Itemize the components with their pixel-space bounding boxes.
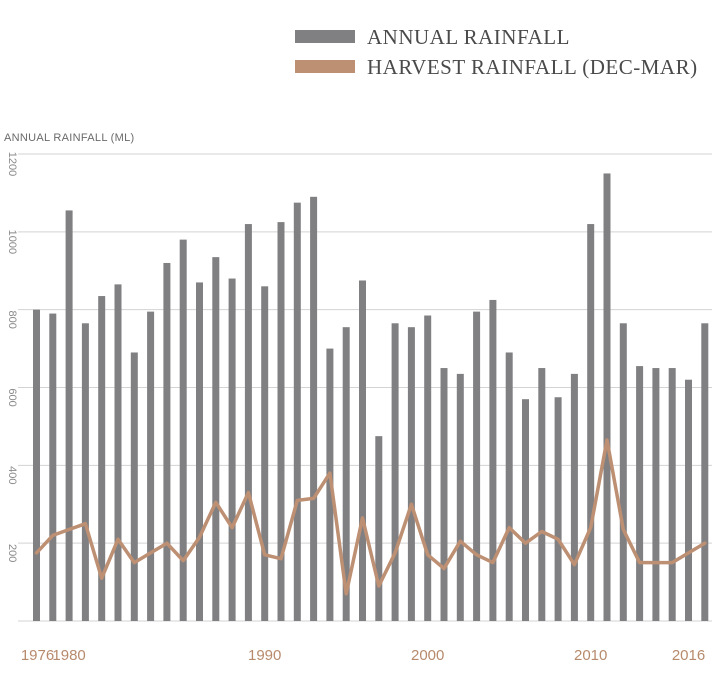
legend-label-harvest: HARVEST RAINFALL (DEC-MAR) [367,55,698,79]
bar [619,323,627,621]
bars [33,173,709,622]
bar [685,379,692,621]
bar [375,436,383,621]
y-tick-label: 1200 [6,152,18,176]
x-tick-label: 2000 [411,647,444,664]
bar [538,368,546,621]
bar [342,327,350,621]
bar [244,224,252,622]
harvest-line-path [34,438,707,596]
legend-swatch-annual [295,30,355,43]
bar [522,399,529,621]
bar [147,311,155,621]
bar [114,284,122,621]
x-tick-label: 1976 [21,647,54,664]
harvest-line [34,438,707,596]
bar [49,313,57,621]
bar [636,366,644,621]
bar [489,299,497,621]
bar [293,202,301,622]
bar [130,352,138,621]
bar [473,311,481,621]
bar [81,323,89,621]
bar [33,309,40,621]
bar [570,373,578,621]
bar [261,286,269,621]
bar [391,323,399,621]
bar [196,282,203,621]
bar [277,222,285,621]
bar [587,224,595,622]
bar [228,278,236,621]
bar [554,397,562,621]
bar [179,239,187,621]
bar [424,315,432,621]
bar [603,173,611,622]
bar [668,368,676,621]
y-tick-label: 200 [6,544,18,562]
y-tick-label: 800 [6,310,18,328]
bar [701,323,709,621]
bar [98,296,106,621]
bar [407,327,415,621]
bar [652,368,660,621]
bar [163,262,171,621]
bar [212,257,220,621]
bar [456,373,464,621]
y-tick-label: 600 [6,388,18,406]
bar [505,352,513,621]
y-tick-label: 1000 [6,230,18,254]
y-ticks: 200 400 600 800 1000 1200 [6,152,18,563]
legend: ANNUAL RAINFALL HARVEST RAINFALL (DEC-MA… [295,25,698,79]
x-tick-label: 1980 [52,647,85,664]
bar [65,210,73,621]
legend-swatch-harvest [295,60,355,73]
x-tick-label: 2010 [574,647,607,664]
x-tick-label: 1990 [248,647,281,664]
bar [310,196,318,621]
bar [440,368,448,621]
bar [359,280,366,621]
x-tick-label: 2016 [672,647,705,664]
y-tick-label: 400 [6,466,18,484]
legend-label-annual: ANNUAL RAINFALL [367,25,570,49]
y-axis-label: ANNUAL RAINFALL (ML) [4,132,135,144]
